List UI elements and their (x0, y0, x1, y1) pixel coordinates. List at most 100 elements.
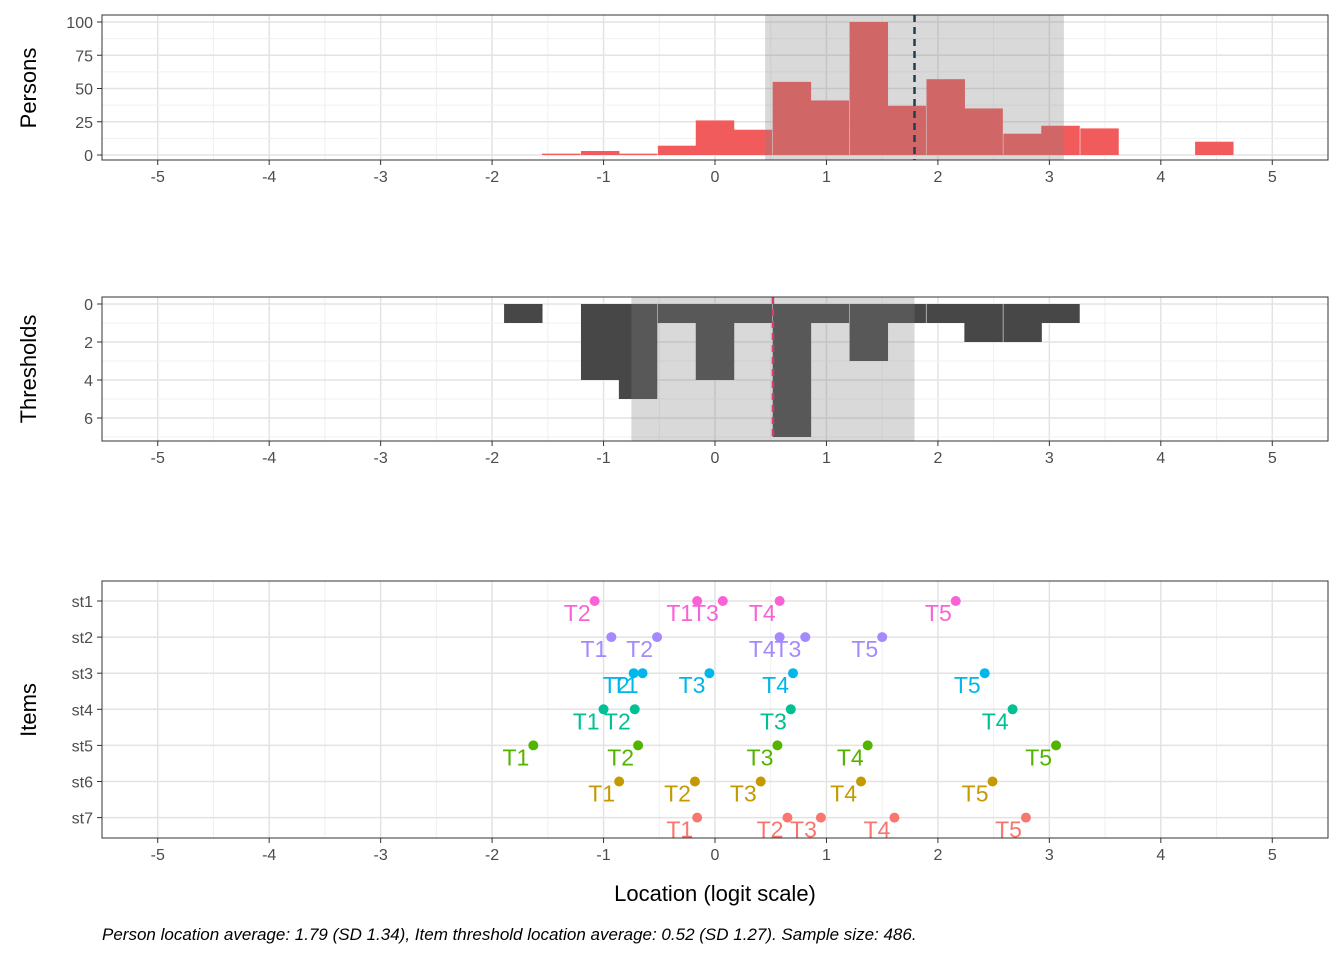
threshold-point-label: T3 (679, 672, 706, 698)
threshold-point (788, 668, 799, 679)
threshold-point (774, 596, 785, 606)
x-tick-label: -2 (485, 450, 499, 467)
x-tick-label: 2 (933, 169, 942, 186)
threshold-point (979, 668, 990, 679)
x-tick-label: -4 (262, 450, 276, 467)
threshold-point-label: T4 (837, 744, 864, 770)
threshold-point-label: T4 (864, 817, 891, 843)
y-tick-label: 25 (75, 115, 93, 132)
item-tick-label: st5 (72, 738, 93, 755)
x-tick-label: 1 (822, 169, 831, 186)
threshold-point (774, 632, 785, 643)
x-tick-label: -3 (374, 450, 388, 467)
x-tick-label: -5 (151, 169, 165, 186)
persons-bar (849, 22, 889, 155)
thresholds-bar (772, 304, 812, 437)
thresholds-bar (849, 304, 889, 361)
threshold-point-label: T1 (666, 817, 693, 843)
persons-bar (1080, 128, 1119, 155)
x-tick-label: 3 (1045, 450, 1054, 467)
threshold-point (589, 596, 600, 606)
threshold-point (528, 740, 539, 751)
threshold-point-label: T4 (749, 600, 776, 626)
threshold-point (652, 632, 663, 643)
persons-bar (695, 120, 735, 155)
x-tick-label: 2 (933, 450, 942, 467)
item-tick-label: st4 (72, 702, 93, 719)
threshold-point-label: T4 (830, 781, 857, 807)
threshold-point-label: T3 (747, 744, 774, 770)
threshold-point-label: T5 (1025, 744, 1052, 770)
threshold-point (633, 740, 644, 751)
thresholds-panel: 0 2 4 6 -5 -4 -3 -2 -1 0 1 2 3 4 5 (84, 296, 1329, 467)
threshold-point-label: T2 (626, 636, 653, 662)
threshold-point-label: T5 (954, 672, 981, 698)
persons-bar (733, 129, 773, 155)
x-tick-label: -4 (262, 169, 276, 186)
x-tick-label: -2 (485, 169, 499, 186)
persons-bar (541, 153, 581, 155)
threshold-point (637, 668, 648, 679)
threshold-point (755, 776, 766, 787)
threshold-point-label: T2 (564, 600, 591, 626)
threshold-point (800, 632, 811, 643)
x-tick-label: 0 (711, 847, 720, 864)
threshold-point (815, 812, 826, 823)
threshold-point-label: T3 (790, 817, 817, 843)
threshold-point (598, 704, 609, 715)
threshold-point (856, 776, 867, 787)
x-tick-label: 4 (1156, 450, 1165, 467)
persons-bar (810, 100, 850, 155)
threshold-point (877, 632, 888, 643)
threshold-point (692, 812, 703, 823)
thresholds-bar (580, 304, 620, 380)
thresholds-bar (695, 304, 735, 380)
thresholds-bar (657, 304, 697, 323)
y-tick-label: 100 (66, 15, 93, 32)
x-tick-label: -4 (262, 847, 276, 864)
thresholds-bar (1003, 304, 1042, 342)
threshold-point-label: T1 (666, 600, 693, 626)
threshold-point-label: T1 (502, 744, 529, 770)
threshold-point (785, 704, 796, 715)
thresholds-bar (926, 304, 965, 323)
threshold-point (782, 812, 793, 823)
persons-bar (1003, 133, 1042, 155)
persons-bar (887, 105, 926, 155)
x-tick-label: 4 (1156, 169, 1165, 186)
x-tick-label: 1 (822, 450, 831, 467)
threshold-point (692, 596, 703, 606)
x-tick-label: 4 (1156, 847, 1165, 864)
threshold-point-label: T5 (962, 781, 989, 807)
threshold-point-label: T1 (588, 781, 615, 807)
x-tick-label: 0 (711, 169, 720, 186)
y-tick-label: 6 (84, 411, 93, 428)
threshold-point (689, 776, 700, 787)
y-tick-label: 0 (84, 297, 93, 314)
item-tick-label: st6 (72, 775, 93, 792)
thresholds-y-title: Thresholds (16, 315, 41, 424)
item-tick-label: st2 (72, 630, 93, 647)
threshold-point (1007, 704, 1018, 715)
threshold-point (1020, 812, 1031, 823)
x-tick-label: -1 (596, 847, 610, 864)
threshold-point (704, 668, 715, 679)
y-tick-label: 0 (84, 148, 93, 165)
persons-bar (964, 108, 1003, 155)
thresholds-bar (504, 304, 543, 323)
threshold-point-label: T2 (607, 744, 634, 770)
persons-bar (926, 79, 965, 155)
threshold-point-label: T5 (995, 817, 1022, 843)
x-tick-label: 0 (711, 450, 720, 467)
item-tick-label: st3 (72, 666, 93, 683)
thresholds-bar (887, 304, 926, 323)
caption: Person location average: 1.79 (SD 1.34),… (102, 925, 917, 944)
thresholds-bar (618, 304, 658, 399)
persons-bar (657, 145, 697, 155)
threshold-point-label: T4 (749, 636, 776, 662)
threshold-point (772, 740, 783, 751)
threshold-point-label: T2 (603, 672, 630, 698)
thresholds-bar (1041, 304, 1080, 323)
